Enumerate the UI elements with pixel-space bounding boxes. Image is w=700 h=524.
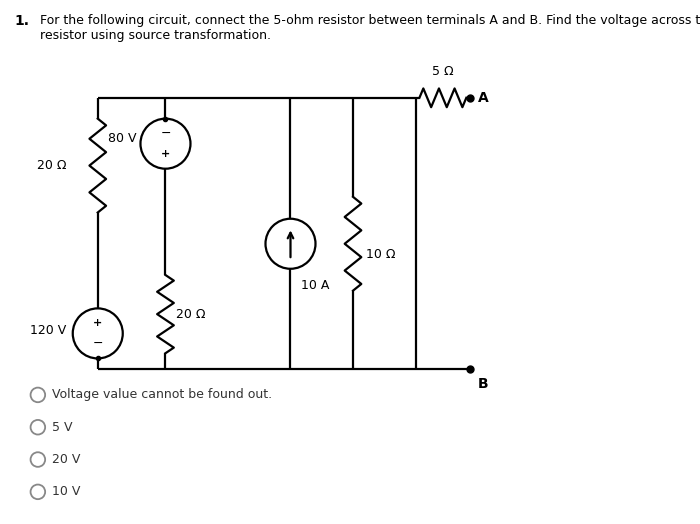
Text: +: + — [93, 319, 102, 329]
Text: +: + — [161, 149, 170, 159]
Text: 20 V: 20 V — [52, 453, 80, 466]
Text: 10 Ω: 10 Ω — [366, 248, 396, 260]
Text: Voltage value cannot be found out.: Voltage value cannot be found out. — [52, 388, 272, 401]
Text: 5 Ω: 5 Ω — [432, 65, 454, 78]
Text: 5 V: 5 V — [52, 421, 73, 434]
Text: 20 Ω: 20 Ω — [37, 159, 66, 172]
Text: 20 Ω: 20 Ω — [176, 308, 205, 321]
Text: 80 V: 80 V — [108, 132, 136, 145]
Text: B: B — [478, 377, 489, 391]
Text: −: − — [92, 337, 103, 350]
Text: 10 A: 10 A — [301, 279, 329, 292]
Text: A: A — [478, 91, 489, 105]
Text: 10 V: 10 V — [52, 485, 80, 498]
Text: 1.: 1. — [15, 15, 29, 28]
Text: 120 V: 120 V — [30, 324, 66, 337]
Text: For the following circuit, connect the 5-ohm resistor between terminals A and B.: For the following circuit, connect the 5… — [41, 15, 700, 42]
Text: −: − — [160, 127, 171, 140]
